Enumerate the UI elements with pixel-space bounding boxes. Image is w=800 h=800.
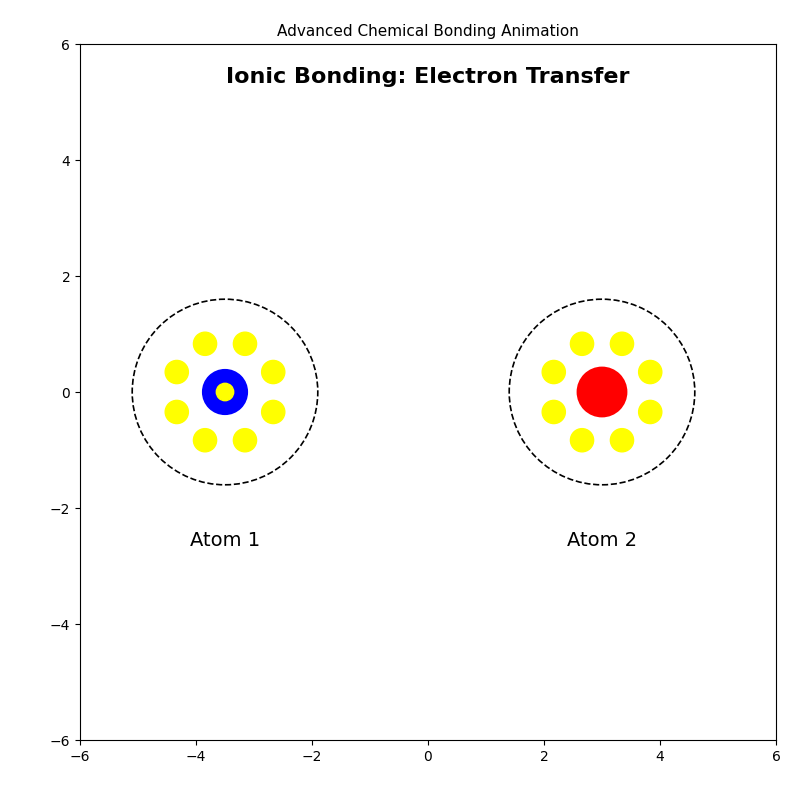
Circle shape [203, 370, 247, 414]
Circle shape [570, 429, 594, 452]
Circle shape [234, 429, 257, 452]
Circle shape [542, 400, 566, 423]
Circle shape [638, 361, 662, 384]
Circle shape [542, 361, 566, 384]
Circle shape [610, 332, 634, 355]
Circle shape [610, 429, 634, 452]
Circle shape [578, 368, 626, 416]
Title: Advanced Chemical Bonding Animation: Advanced Chemical Bonding Animation [277, 24, 579, 38]
Circle shape [638, 400, 662, 423]
Circle shape [165, 361, 188, 384]
Text: Ionic Bonding: Electron Transfer: Ionic Bonding: Electron Transfer [226, 67, 630, 87]
Text: Atom 2: Atom 2 [567, 531, 637, 550]
Circle shape [262, 361, 285, 384]
Circle shape [165, 400, 188, 423]
Circle shape [194, 429, 217, 452]
Text: Atom 1: Atom 1 [190, 531, 260, 550]
Circle shape [570, 332, 594, 355]
Circle shape [262, 400, 285, 423]
Circle shape [216, 383, 234, 401]
Circle shape [194, 332, 217, 355]
Circle shape [234, 332, 257, 355]
